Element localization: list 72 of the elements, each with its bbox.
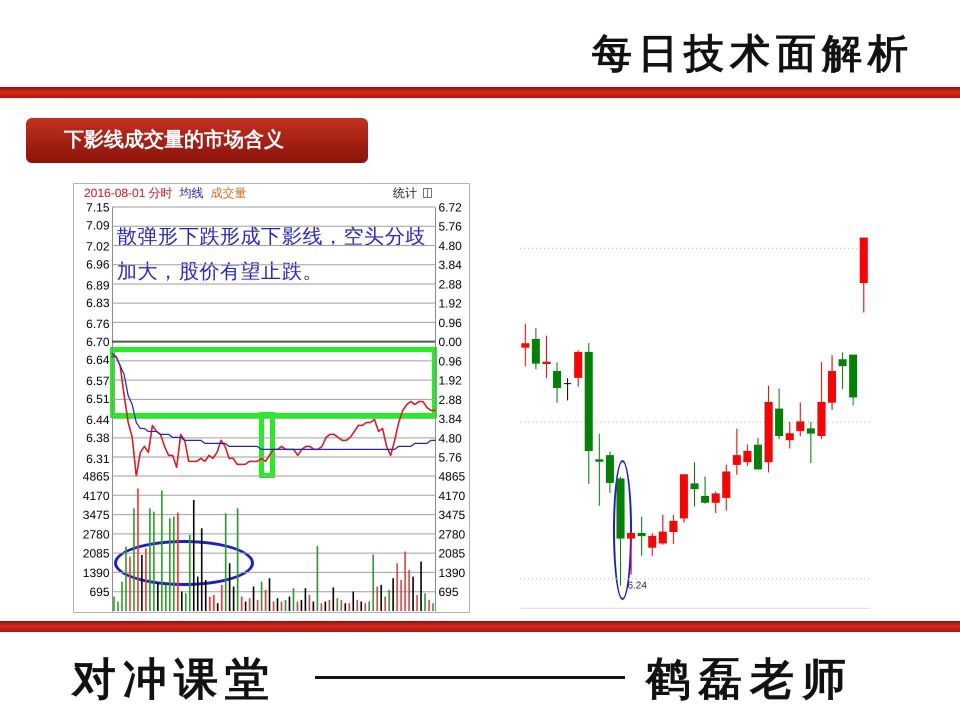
- y2-tick-label: 5.76: [438, 450, 462, 464]
- y-tick-label: 6.38: [86, 430, 110, 445]
- candlestick: [786, 422, 794, 450]
- y2-tick-label: 6.72: [438, 200, 462, 214]
- y2-tick-label: 0.00: [438, 334, 462, 349]
- y-tick-label: 6.44: [86, 412, 110, 427]
- y-tick-label: 7.09: [86, 218, 110, 232]
- candlestick: [638, 516, 646, 557]
- candlestick: [690, 462, 699, 508]
- y2-tick-label: 0.96: [438, 316, 462, 330]
- y2-tick-label: 1.92: [438, 296, 462, 310]
- y-tick-label: 6.76: [86, 316, 110, 331]
- candlestick: [712, 491, 720, 514]
- candlestick: [648, 532, 657, 557]
- text: 2016-08-01 分时: [84, 186, 173, 200]
- y-tick-label: 2085: [82, 546, 110, 561]
- y-tick-label: 4865: [82, 470, 110, 484]
- y2-tick-label: 2.88: [438, 392, 462, 407]
- candlestick: [670, 514, 678, 545]
- line-series: [111, 356, 436, 477]
- y2-tick-label: 4.80: [438, 431, 462, 446]
- candlestick: [522, 324, 530, 368]
- y-tick-label: 695: [89, 585, 110, 600]
- candlestick: [796, 402, 805, 437]
- line-series: [111, 352, 436, 450]
- y2-tick-label: 5.76: [438, 219, 462, 234]
- candlestick: [564, 378, 572, 402]
- text: 鹤磊老师: [646, 653, 854, 707]
- y-tick-label: 7.02: [86, 239, 110, 254]
- y2-tick-label: 1.92: [438, 373, 462, 388]
- y-tick-label: 4170: [82, 488, 110, 503]
- y2-tick-label: 3475: [438, 508, 466, 522]
- candlestick: [627, 531, 636, 576]
- y-tick-label: 6.64: [86, 352, 110, 367]
- candlestick: [701, 476, 710, 504]
- text: 每日技术面解析: [592, 29, 914, 79]
- text: 对冲课堂: [72, 653, 276, 707]
- candlestick: [542, 335, 551, 379]
- candlestick: [744, 444, 752, 467]
- y2-tick-label: 0.96: [438, 354, 462, 368]
- y2-tick-label: 4865: [438, 470, 466, 484]
- y-tick-label: 6.57: [86, 374, 110, 388]
- y-tick-label: 6.70: [86, 334, 110, 349]
- y2-tick-label: 4.80: [438, 238, 462, 253]
- y2-tick-label: 2.88: [438, 277, 462, 292]
- candlestick: [659, 514, 668, 546]
- y2-tick-label: 1390: [438, 566, 466, 580]
- y2-tick-label: 3.84: [438, 412, 462, 426]
- text: 成交量: [210, 186, 247, 200]
- y-tick-label: 6.89: [86, 278, 110, 292]
- y-tick-label: 7.15: [86, 200, 110, 214]
- y-tick-label: 6.83: [86, 296, 110, 310]
- y2-tick-label: 4170: [438, 488, 466, 503]
- y-tick-label: 6.51: [86, 392, 110, 406]
- y2-tick-label: 3.84: [438, 258, 462, 272]
- candlestick: [553, 362, 562, 404]
- y-tick-label: 6.31: [86, 452, 110, 466]
- y2-tick-label: 2780: [438, 527, 466, 542]
- y2-tick-label: 2085: [438, 546, 466, 561]
- candlestick: [733, 428, 742, 476]
- text: 统计: [393, 186, 417, 200]
- candlestick: [754, 438, 762, 470]
- y-tick-label: 6.96: [86, 257, 110, 272]
- y-tick-label: 1390: [82, 566, 110, 580]
- candlestick: [532, 328, 540, 370]
- y-tick-label: 3475: [82, 508, 110, 522]
- y2-tick-label: 695: [438, 585, 459, 600]
- candlestick: [838, 352, 847, 390]
- text: 均线: [180, 186, 204, 200]
- y-tick-label: 2780: [82, 527, 110, 542]
- candlestick: [807, 422, 816, 464]
- banner: 下影线成交量的市场含义: [26, 118, 368, 163]
